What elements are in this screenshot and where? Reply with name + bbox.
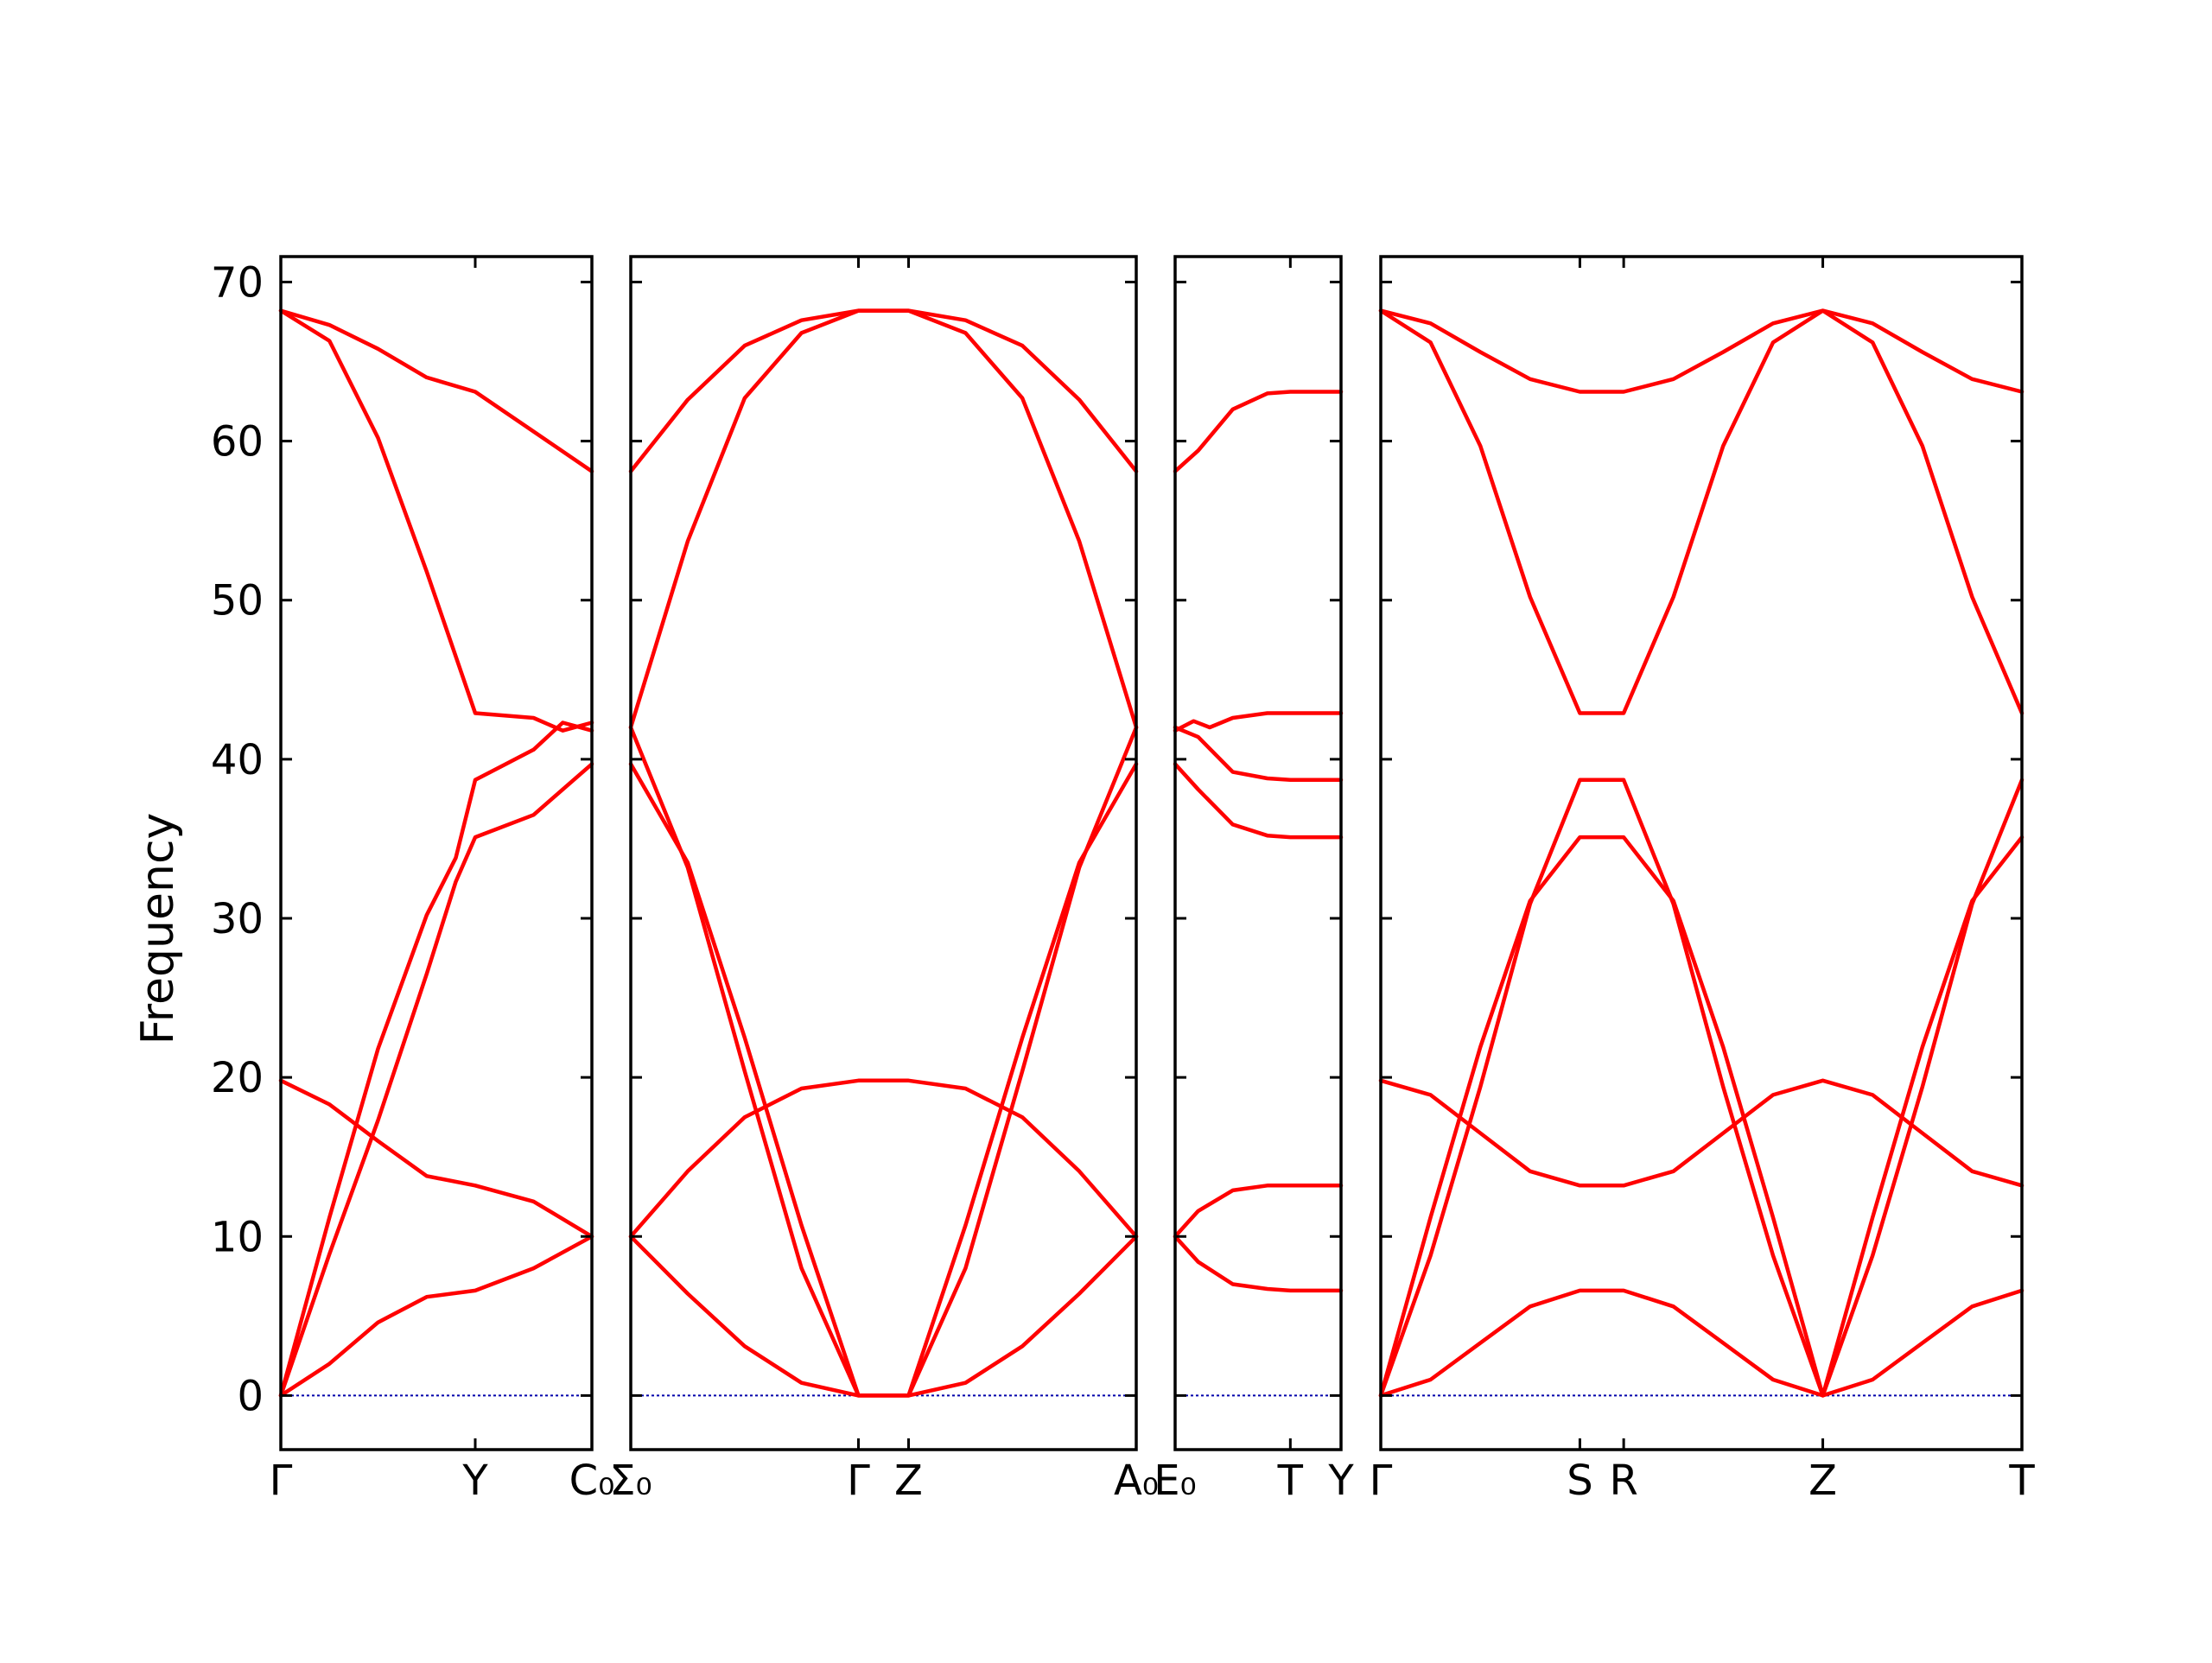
band-line-2 — [278, 1078, 594, 1239]
panel-segment-sigma0-gamma-z-a0: Σ₀ Γ Z A₀ — [609, 255, 1159, 1505]
band-line-5 — [1378, 308, 2024, 715]
y-tick-label: 0 — [237, 1372, 264, 1420]
panel-frame — [629, 255, 1138, 1451]
panel-frame — [279, 255, 594, 1451]
x-tick-label: S — [1567, 1457, 1592, 1505]
x-tick-label: Γ — [847, 1457, 870, 1505]
band-line-2 — [1378, 1078, 2024, 1188]
x-tick-label: A₀ — [1114, 1457, 1159, 1505]
y-tick-label: 40 — [211, 736, 264, 784]
y-tick-label: 20 — [211, 1054, 264, 1102]
panel-frame — [1173, 255, 1343, 1451]
panel-segment-e0-t-y: E₀ T Y — [1154, 255, 1354, 1505]
band-line-3 — [1378, 835, 2024, 1398]
y-axis-label: Frequency — [132, 813, 184, 1045]
panel-segment-gamma-y-c0: Γ Y C₀ 0 10 20 30 40 50 60 70 — [211, 255, 615, 1505]
band-line-1 — [278, 1235, 594, 1398]
y-tick-label: 60 — [211, 418, 264, 467]
band-line-5 — [1173, 711, 1344, 733]
x-tick-label: Y — [1327, 1457, 1354, 1505]
band-line-1 — [628, 1235, 1139, 1398]
x-tick-label: Γ — [270, 1457, 293, 1505]
x-tick-label: Γ — [1370, 1457, 1393, 1505]
y-tick-label: 50 — [211, 577, 264, 625]
band-line-4 — [278, 720, 594, 1398]
panel-frame — [1379, 255, 2024, 1451]
band-line-4 — [628, 725, 1139, 1398]
x-tick-label: R — [1609, 1457, 1637, 1505]
y-tick-label: 70 — [211, 258, 264, 307]
band-line-2 — [1173, 1184, 1344, 1239]
band-line-4 — [1173, 725, 1344, 783]
band-line-1 — [1173, 1235, 1344, 1293]
band-line-6 — [278, 308, 594, 473]
x-tick-label: E₀ — [1154, 1457, 1197, 1505]
band-line-2 — [628, 1078, 1139, 1239]
band-line-3 — [278, 762, 594, 1398]
x-tick-label: Σ₀ — [609, 1457, 652, 1505]
band-line-6 — [628, 308, 1139, 473]
x-tick-label: Z — [894, 1457, 923, 1505]
y-tick-label: 10 — [211, 1213, 264, 1261]
y-tick-label: 30 — [211, 895, 264, 943]
band-line-6 — [1378, 308, 2024, 394]
x-tick-label: T — [1277, 1457, 1304, 1505]
band-line-5 — [278, 308, 594, 733]
band-line-5 — [628, 308, 1139, 730]
band-line-1 — [1378, 1288, 2024, 1398]
x-tick-label: Y — [461, 1457, 488, 1505]
band-line-3 — [1173, 762, 1344, 840]
x-tick-label: C₀ — [569, 1457, 615, 1505]
x-tick-label: T — [2008, 1457, 2035, 1505]
band-line-4 — [1378, 778, 2024, 1398]
band-line-6 — [1173, 390, 1344, 473]
x-tick-label: Z — [1808, 1457, 1837, 1505]
